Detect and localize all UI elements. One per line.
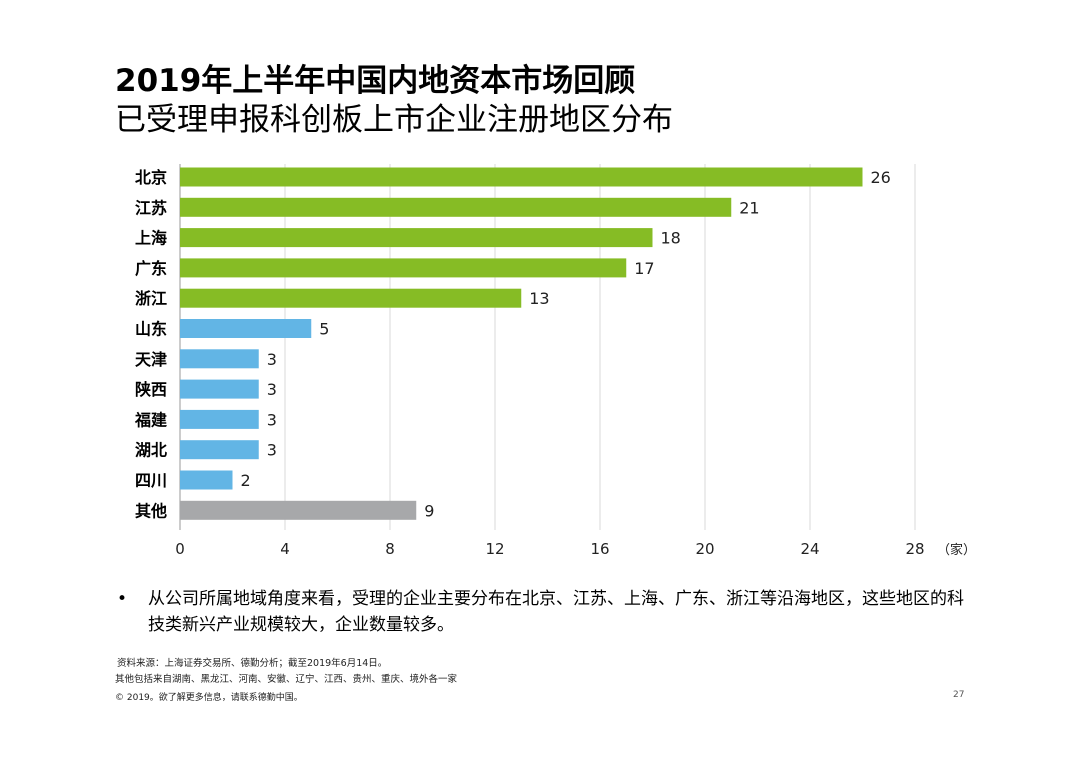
bar-chart: 北京 26 江苏 21 上海 18 广东 17 浙江 13 山东 5 天津 3 陕西 3 福建 3 湖北 3 四川 2 其他… (134, 164, 976, 558)
bar-10 (180, 470, 233, 490)
page-number: 27 (953, 690, 965, 700)
category-label: 北京 (135, 168, 167, 187)
copyright: © 2019。欲了解更多信息，请联系德勤中国。 (115, 693, 303, 703)
page-subtitle: 已受理申报科创板上市企业注册地区分布 (115, 102, 673, 138)
value-label: 21 (739, 198, 759, 217)
value-label: 2 (241, 471, 251, 490)
bullet-icon: • (117, 589, 128, 609)
x-unit-label: （家） (937, 542, 976, 558)
bar-5 (180, 319, 312, 338)
page-title: 2019年上半年中国内地资本市场回顾 (115, 63, 636, 99)
bar-2 (180, 228, 653, 248)
category-label: 浙江 (135, 289, 167, 308)
x-tick-label: 28 (905, 540, 924, 558)
value-label: 26 (871, 168, 891, 187)
x-tick-label: 24 (800, 540, 819, 558)
bar-11 (180, 500, 417, 520)
value-label: 17 (634, 259, 654, 278)
x-tick-label: 0 (175, 540, 185, 558)
value-label: 9 (424, 501, 434, 520)
x-tick-label: 4 (280, 540, 290, 558)
category-label: 广东 (135, 259, 167, 278)
value-label: 3 (267, 350, 277, 369)
bar-6 (180, 349, 259, 369)
x-tick-label: 16 (590, 540, 609, 558)
bar-0 (180, 167, 863, 187)
category-label: 山东 (135, 320, 167, 339)
x-tick-label: 12 (485, 540, 504, 558)
bar-3 (180, 258, 627, 278)
category-label: 其他 (135, 501, 167, 520)
bullet-text: 从公司所属地域角度来看，受理的企业主要分布在北京、江苏、上海、广东、浙江等沿海地… (148, 589, 964, 635)
bar-9 (180, 440, 259, 460)
value-label: 3 (267, 380, 277, 399)
x-tick-label: 20 (695, 540, 714, 558)
x-tick-label: 8 (385, 540, 395, 558)
value-label: 5 (319, 320, 329, 339)
category-label: 天津 (135, 350, 167, 369)
category-label: 江苏 (135, 198, 167, 217)
source-note: 资料来源：上海证券交易所、德勤分析；截至2019年6月14日。 (117, 658, 388, 669)
category-label: 上海 (135, 229, 167, 248)
value-label: 3 (267, 441, 277, 460)
category-label: 福建 (134, 410, 167, 429)
bar-7 (180, 379, 259, 399)
category-label: 陕西 (135, 380, 167, 399)
bar-8 (180, 409, 259, 429)
other-note: 其他包括来自湖南、黑龙江、河南、安徽、辽宁、江西、贵州、重庆、境外各一家 (115, 674, 458, 685)
category-label: 湖北 (135, 441, 167, 460)
value-label: 18 (661, 229, 681, 248)
category-label: 四川 (135, 471, 167, 490)
value-label: 13 (529, 289, 549, 308)
bar-4 (180, 288, 522, 308)
bar-1 (180, 197, 732, 217)
value-label: 3 (267, 410, 277, 429)
